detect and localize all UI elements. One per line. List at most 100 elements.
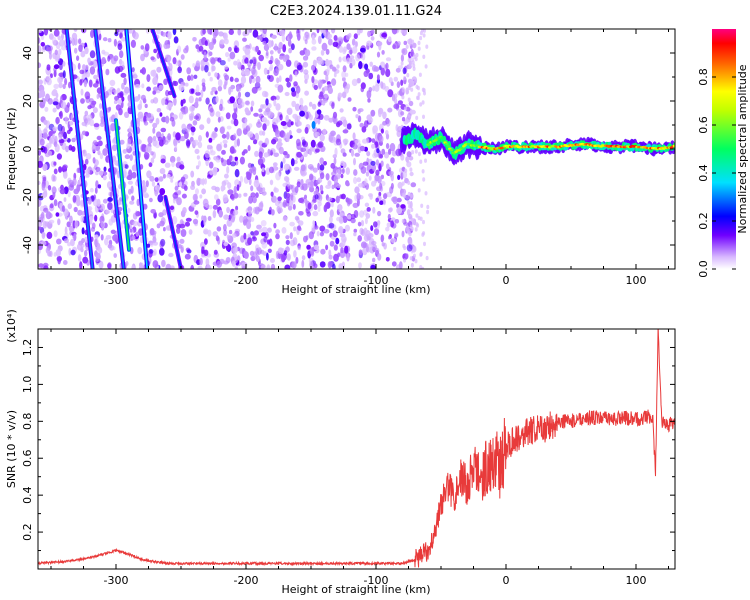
noise-speck (358, 162, 364, 170)
noise-speck (236, 83, 242, 92)
noise-speck (389, 186, 394, 194)
noise-speck (58, 138, 65, 144)
noise-speck (197, 160, 201, 167)
noise-speck (403, 193, 407, 199)
noise-speck (270, 149, 273, 156)
noise-speck (128, 29, 134, 34)
noise-speck (82, 64, 86, 71)
noise-speck (115, 104, 122, 111)
noise-speck (284, 91, 290, 97)
noise-speck (55, 92, 59, 99)
noise-speck (256, 121, 262, 128)
noise-speck (322, 29, 327, 37)
noise-speck (203, 51, 207, 60)
noise-speck (48, 130, 53, 137)
noise-speck (281, 34, 286, 42)
noise-speck (226, 206, 231, 214)
noise-speck (425, 255, 429, 261)
noise-speck (359, 210, 365, 218)
noise-speck (260, 220, 267, 227)
noise-speck (215, 158, 221, 163)
noise-speck (335, 138, 342, 146)
noise-speck (424, 191, 428, 196)
noise-speck (57, 35, 61, 41)
noise-speck (352, 106, 357, 112)
noise-speck (73, 206, 78, 213)
noise-speck (40, 42, 45, 47)
noise-speck (215, 95, 219, 103)
noise-speck (139, 262, 145, 269)
noise-speck (80, 88, 84, 96)
noise-speck (44, 106, 49, 112)
noise-speck (52, 126, 58, 132)
colorbar: 0.0 0.2 0.4 0.6 0.8 Normalized spectral ampl… (697, 29, 749, 278)
noise-speck (417, 92, 421, 97)
noise-speck (204, 150, 211, 159)
noise-speck (338, 218, 344, 224)
noise-speck (286, 193, 291, 198)
noise-speck (180, 54, 185, 60)
noise-speck (408, 213, 413, 220)
noise-speck (317, 79, 323, 88)
noise-speck (313, 244, 320, 251)
noise-speck (186, 249, 192, 254)
noise-speck (342, 152, 347, 157)
noise-speck (352, 202, 359, 208)
noise-speck (175, 132, 181, 141)
noise-speck (282, 216, 288, 222)
noise-speck (109, 116, 114, 123)
noise-speck (157, 136, 163, 142)
noise-speck (166, 173, 171, 178)
noise-speck (248, 211, 252, 218)
noise-speck (350, 218, 356, 224)
noise-speck (319, 157, 325, 165)
noise-speck (77, 209, 83, 216)
noise-speck (150, 56, 155, 61)
noise-speck (262, 40, 267, 45)
noise-speck (96, 198, 101, 207)
noise-speck (99, 170, 104, 176)
noise-speck (49, 250, 53, 257)
noise-speck (261, 117, 268, 123)
noise-speck (198, 45, 204, 52)
noise-speck (117, 43, 123, 51)
noise-speck (62, 70, 66, 79)
noise-speck (248, 123, 253, 128)
noise-speck (414, 149, 418, 154)
noise-speck (68, 144, 73, 151)
noise-speck (150, 157, 155, 164)
noise-speck (90, 29, 95, 39)
noise-speck (78, 38, 82, 45)
noise-speck (263, 110, 269, 116)
noise-speck (344, 245, 349, 254)
noise-speck (395, 148, 402, 157)
noise-speck (376, 51, 381, 58)
noise-speck (328, 33, 333, 39)
noise-speck (52, 36, 57, 45)
x-tick-label: -300 (104, 274, 129, 287)
noise-speck (370, 264, 376, 269)
noise-speck (319, 184, 324, 192)
noise-speck (181, 109, 186, 115)
noise-speck (205, 131, 209, 138)
noise-speck (373, 66, 380, 72)
noise-speck (78, 44, 83, 52)
noise-speck (346, 123, 352, 130)
noise-speck (107, 38, 112, 43)
noise-speck (369, 61, 374, 67)
noise-speck (256, 224, 262, 230)
noise-speck (348, 49, 353, 55)
noise-speck (380, 174, 384, 180)
noise-speck (381, 32, 387, 38)
noise-speck (96, 135, 102, 141)
noise-speck (285, 59, 292, 67)
noise-speck (93, 74, 98, 80)
noise-speck (274, 43, 278, 52)
noise-speck (424, 64, 428, 69)
noise-speck (317, 162, 320, 171)
noise-speck (201, 188, 207, 195)
noise-speck (54, 49, 58, 56)
noise-speck (363, 227, 368, 236)
noise-speck (102, 174, 107, 181)
